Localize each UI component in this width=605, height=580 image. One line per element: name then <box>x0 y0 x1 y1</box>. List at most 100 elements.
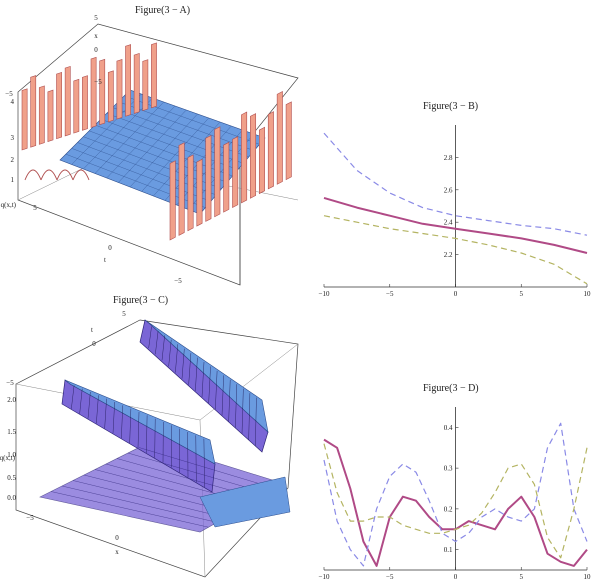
figure-3c-floor-mesh <box>72 480 226 518</box>
figure-3b-x-tick-label: −5 <box>386 290 394 298</box>
figure-3c-mesh-line <box>215 370 218 410</box>
figure-3c-t-tick-label: 5 <box>122 310 126 318</box>
figure-3d-series-1-line <box>323 422 588 567</box>
figure-3d-y-tick-label: 0.4 <box>444 424 453 432</box>
figure-3a-t-tick-label: 5 <box>33 204 37 212</box>
figure-3d-y-tick-label: 0.3 <box>444 465 453 473</box>
figure-3c-z-tick-label: 1.5 <box>7 428 16 436</box>
figure-3a-wall-spike <box>116 59 123 120</box>
figure-3a-wall-spike <box>267 111 274 190</box>
figure-3b-y-tick-label: 2.6 <box>444 186 453 194</box>
figure-3c-t-axis-label: t <box>91 326 93 334</box>
figure-3c-mesh-line <box>228 379 231 422</box>
figure-3a-wall-spike <box>151 42 157 109</box>
figure-3d-x-tick-label: 10 <box>584 573 592 580</box>
figure-3a-z-tick-label: 3 <box>11 134 15 142</box>
figure-3c-z-tick-label: 0.5 <box>7 474 16 482</box>
figure-3c-panel: Figure(3 − C) 0.0 0.5 1.0 1.5 2.0 q(x,t) −5 0 5 x… <box>0 292 300 580</box>
figure-3c-wall-front-top <box>64 379 216 465</box>
figure-3c-z-axis-label: q(x,t) <box>0 454 16 462</box>
figure-3d-x-tick-label: −5 <box>386 573 394 580</box>
figure-3b-x-tick-label: 0 <box>454 290 458 298</box>
figure-3c-t-tick-label: −5 <box>6 379 14 387</box>
figure-3c-mesh-line <box>188 353 192 385</box>
figure-3b-series-2-line <box>323 215 588 285</box>
figure-3c-z-tick-label: 2.0 <box>7 396 16 404</box>
figure-3c-z-tick-label: 0.0 <box>7 494 16 502</box>
figure-3d-chart: −10 −5 0 5 10 0.1 0.2 0.3 0.4 <box>319 407 592 580</box>
figure-3a-wall-spike <box>142 59 149 112</box>
figure-3a-arch <box>72 169 90 181</box>
figure-3a-t-axis-label: t <box>104 256 106 264</box>
figure-3a-wall-spike <box>133 52 140 114</box>
figure-3a-arch <box>24 169 42 181</box>
figure-3a-wall-spike <box>169 160 176 241</box>
figure-3a-x-tick-label: 5 <box>94 14 98 22</box>
figure-3c-mesh-line <box>129 408 132 444</box>
figure-3b-series-1-line <box>323 132 588 236</box>
figure-3a-wall-spike <box>64 65 71 137</box>
figure-3c-mesh-line <box>248 393 251 440</box>
figure-3a-arch <box>56 169 74 181</box>
figure-3b-x-tick-label: −10 <box>319 290 330 298</box>
figure-3c-mesh-line <box>71 385 75 409</box>
figure-3c-surface: 0.00.51.01.52.0q(x,t)−505x50−5t <box>0 310 299 578</box>
figure-3c-mesh-line <box>87 391 91 419</box>
figure-3a-wall-spike <box>205 134 212 222</box>
figure-3a-wall-spike <box>223 141 230 213</box>
figure-3a-wall-spike <box>107 70 114 123</box>
figure-3b-title: Figure(3 − B) <box>423 101 479 112</box>
figure-3c-mesh-line <box>241 388 244 434</box>
figure-3c-mesh-line <box>181 348 185 379</box>
figure-3c-mesh-line <box>203 438 205 488</box>
figure-3b-panel: Figure(3 − B) −10 −5 0 5 10 2.2 2.4 2.6 2.8 <box>300 95 605 300</box>
figure-3a-wall-spike <box>285 101 292 181</box>
figure-3a-z-tick-label: 1 <box>11 176 15 184</box>
figure-3b-chart: −10 −5 0 5 10 2.2 2.4 2.6 2.8 <box>319 125 592 298</box>
figure-3c-mesh-line <box>168 339 172 367</box>
figure-3a-wall-spike <box>21 88 28 151</box>
figure-3a-wall-spike <box>99 58 106 126</box>
figure-3a-x-axis-label: x <box>94 32 98 40</box>
figure-3d-panel: Figure(3 − D) −10 −5 0 5 10 0.1 0.2 0.3 0.4 <box>300 377 605 580</box>
figure-3b-y-tick-label: 2.4 <box>444 219 453 227</box>
figure-3a-wall-spike <box>90 56 97 128</box>
figure-3a-surface: 1 2 3 4 q(x,t) 5 0 −5 x 5 0 −5 t −5 <box>1 14 299 286</box>
figure-3a-panel: Figure(3 − A) 1 2 3 4 q(x,t) 5 0 −5 x 5 0 −5 t −5 <box>0 0 300 292</box>
figure-3c-mesh-line <box>137 411 140 449</box>
figure-3a-wall-spike <box>241 111 248 204</box>
figure-3c-x-axis-label: x <box>115 548 119 556</box>
figure-3c-mesh-line <box>195 357 198 391</box>
figure-3a-wall-spike <box>30 75 37 148</box>
figure-3a-x-tick-label: 0 <box>94 46 98 54</box>
figure-3d-title: Figure(3 − D) <box>423 383 479 394</box>
figure-3d-y-tick-label: 0.2 <box>444 505 453 513</box>
figure-3c-mesh-line <box>121 405 123 439</box>
figure-3a-t-tick-label: 0 <box>108 244 112 252</box>
figure-3a-wall-spike <box>276 91 283 185</box>
figure-3c-mesh-line <box>255 397 257 446</box>
figure-3a-wall-spike <box>125 44 131 117</box>
figure-3a-arch <box>40 169 58 181</box>
figure-3c-mesh-line <box>154 418 156 458</box>
figure-3c-floor-mesh <box>50 491 209 528</box>
figure-3b-series-0-line <box>323 196 588 254</box>
figure-3a-wall-spike <box>258 126 265 195</box>
figure-3c-mesh-line <box>201 361 205 398</box>
figure-3c-floor-blue-patch <box>199 476 291 528</box>
figure-3a-wall-spike <box>214 126 221 218</box>
figure-3a-z-axis-label: q(x,t) <box>1 201 17 209</box>
figure-3c-mesh-line <box>79 388 83 414</box>
figure-3a-wall-spike <box>178 142 185 236</box>
figure-3c-title: Figure(3 − C) <box>113 295 169 306</box>
figure-3d-x-tick-label: −10 <box>319 573 330 580</box>
figure-3c-mesh-line <box>208 366 211 404</box>
figure-3c-mesh-line <box>155 330 159 355</box>
figure-3a-wall-spike <box>47 89 54 142</box>
figure-3c-wall-back-top <box>144 319 269 433</box>
figure-3a-wall-spike <box>196 158 203 227</box>
figure-3a-z-tick-label: 4 <box>11 98 15 106</box>
figure-3c-mesh-line <box>195 435 197 483</box>
figure-3b-x-tick-label: 10 <box>584 290 592 298</box>
figure-3b-y-tick-label: 2.8 <box>444 154 453 162</box>
